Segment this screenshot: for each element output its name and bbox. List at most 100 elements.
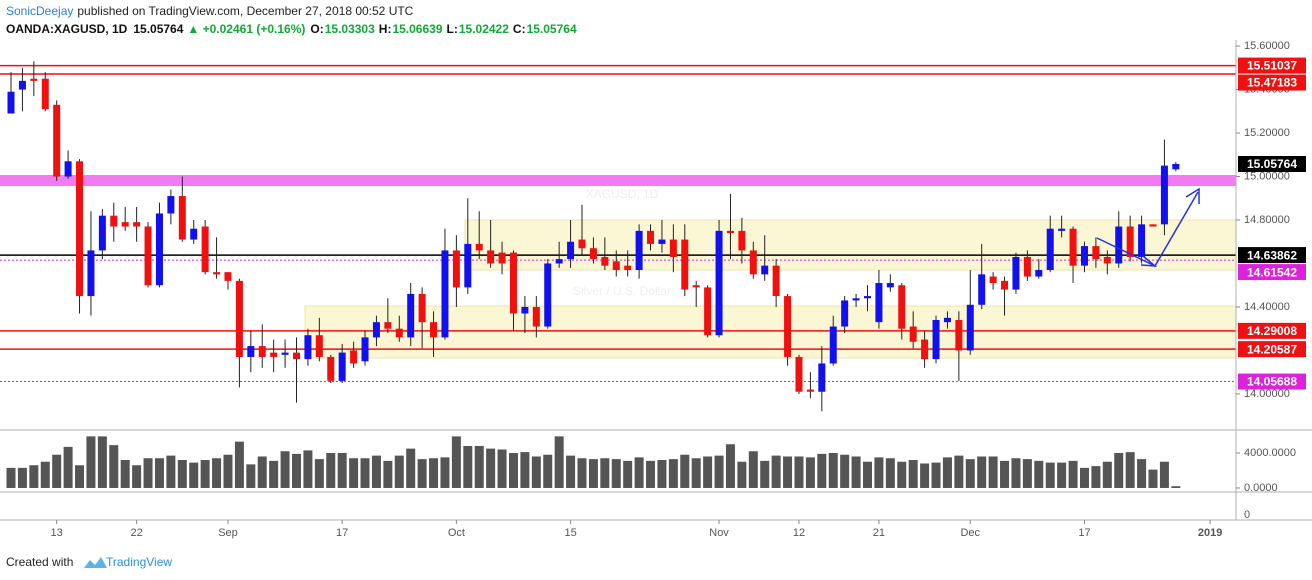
candle-body — [1012, 256, 1020, 290]
candle-body — [121, 222, 129, 227]
header-item: 15.06639 — [392, 22, 442, 36]
y-tick-label: 14.00000 — [1244, 388, 1290, 400]
candle-body — [1046, 228, 1054, 270]
volume-tick-label: 0.0000 — [1244, 482, 1278, 494]
volume-bar — [942, 457, 952, 488]
volume-bar — [1159, 461, 1169, 488]
candle-body — [601, 256, 609, 266]
volume-bar — [680, 454, 690, 488]
candle-body — [589, 248, 597, 260]
candle-body — [647, 230, 655, 244]
level-label-box — [1238, 373, 1306, 390]
volume-bar — [908, 459, 918, 488]
volume-bar — [292, 453, 301, 488]
candle-body — [818, 363, 826, 392]
candle-body — [864, 296, 871, 299]
y-tick-label: 14.40000 — [1244, 301, 1290, 313]
header-item: 15.03303 — [325, 22, 375, 36]
volume-bar — [931, 462, 941, 488]
candles — [6, 61, 1181, 488]
candle-body — [772, 265, 780, 297]
candle-body — [110, 215, 118, 227]
volume-bar — [177, 459, 187, 488]
candle-body — [978, 274, 986, 305]
candle-body — [224, 272, 232, 281]
volume-bar — [771, 455, 781, 488]
volume-bar — [417, 459, 427, 488]
volume-bar — [143, 458, 153, 488]
volume-bar — [1079, 467, 1089, 488]
candle-body — [989, 276, 997, 284]
level-label: 15.47183 — [1247, 76, 1297, 90]
volume-bar — [189, 462, 199, 488]
volume-bar — [668, 459, 678, 488]
volume-bar — [623, 460, 633, 488]
candle-body — [1172, 163, 1180, 170]
volume-bar — [394, 455, 404, 488]
candle-body — [1115, 226, 1123, 264]
level-label-box — [1238, 264, 1306, 281]
volume-bar — [269, 460, 279, 488]
candle-body — [966, 304, 974, 351]
volume-bar — [805, 457, 815, 488]
lower-pane-label: 0 — [1244, 509, 1250, 521]
volume-bar — [109, 445, 119, 488]
candle-body — [875, 283, 883, 323]
volume-bar — [885, 458, 895, 488]
candle-body — [361, 337, 369, 362]
volume-bar — [851, 456, 861, 488]
candle-body — [190, 228, 198, 240]
level-label-box — [1238, 247, 1306, 264]
candle-body — [315, 335, 323, 357]
candle-body — [1080, 246, 1088, 266]
candle-body — [213, 272, 221, 275]
volume-bar — [977, 456, 987, 488]
watermark-subtitle: Silver / U.S. Dollar — [573, 284, 671, 298]
candle-body — [475, 243, 483, 251]
volume-bar — [703, 456, 713, 488]
volume-bar — [463, 445, 473, 488]
level-label-box — [1238, 341, 1306, 358]
volume-bar — [920, 463, 930, 488]
volume-bar — [1114, 452, 1124, 488]
candle-body — [806, 389, 814, 392]
volume-bar — [794, 456, 804, 488]
candle-body — [909, 326, 917, 342]
candle-body — [898, 285, 906, 329]
volume-bar — [52, 454, 62, 488]
author[interactable]: SonicDeejay — [6, 4, 73, 18]
x-tick-label: 17 — [336, 527, 348, 539]
volume-bar — [234, 441, 244, 488]
volume-bar — [897, 461, 907, 488]
arrows — [1096, 187, 1200, 267]
volume-bar — [154, 458, 164, 488]
footer-brand[interactable]: TradingView — [106, 555, 172, 569]
candle-body — [726, 230, 734, 234]
volume-bar — [817, 453, 827, 488]
volume-bar — [280, 451, 290, 488]
candle-body — [235, 280, 243, 357]
header-item: 15.05764 — [527, 22, 577, 36]
candle-body — [452, 250, 460, 288]
y-tick-label: 14.80000 — [1244, 214, 1290, 226]
candle-body — [53, 104, 61, 177]
volume-bar — [634, 457, 644, 488]
volume-bar — [725, 444, 735, 488]
candle-body — [852, 298, 860, 301]
candle-body — [258, 346, 266, 357]
volume-bar — [497, 449, 507, 488]
candle-body — [692, 285, 700, 288]
header-item: 15.05764 — [133, 22, 183, 36]
candle-body — [167, 196, 175, 214]
candle-body — [544, 263, 552, 327]
candle-body — [281, 352, 289, 355]
volume-bar — [954, 455, 964, 488]
volume-bar — [737, 461, 747, 488]
volume-bar — [1011, 458, 1021, 488]
volume-bar — [1137, 459, 1147, 488]
volume-bar — [1102, 461, 1112, 488]
candle-body — [932, 320, 940, 360]
level-label: 14.61542 — [1247, 265, 1297, 279]
header-item: 15.02422 — [459, 22, 509, 36]
